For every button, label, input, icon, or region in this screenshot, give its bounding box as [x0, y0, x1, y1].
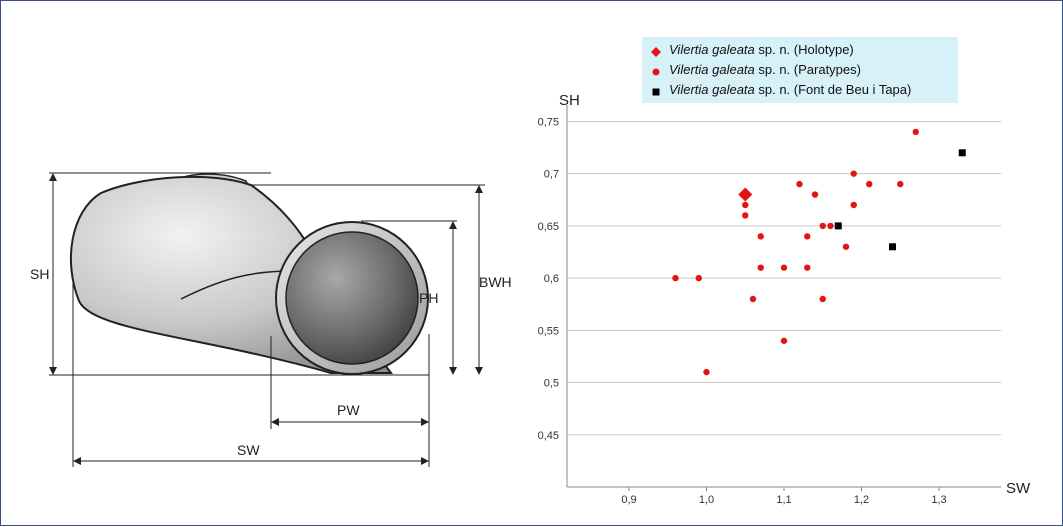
data-point-paratype [850, 170, 857, 177]
data-point-paratype [819, 295, 826, 303]
label-bwh: BWH [479, 274, 512, 290]
y-tick-label: 0,75 [538, 116, 559, 128]
x-tick-label: 1,0 [699, 494, 714, 506]
y-tick-label: 0,5 [544, 378, 559, 390]
y-tick-label: 0,55 [538, 325, 559, 337]
data-point-paratype [804, 233, 811, 240]
data-point-paratype [757, 264, 764, 271]
x-tick-label: 0,9 [621, 494, 636, 506]
x-tick-label: 1,2 [854, 494, 869, 506]
y-tick-label: 0,7 [544, 169, 559, 181]
grid-lines [567, 120, 1001, 436]
label-sw: SW [237, 442, 260, 458]
data-point-font-de-beu [834, 222, 842, 230]
circle-marker-icon [651, 65, 661, 76]
label-ph: PH [419, 290, 438, 306]
data-point-holotype [738, 187, 753, 202]
diamond-marker-icon [651, 45, 661, 57]
data-point-paratype [703, 368, 710, 376]
data-point-paratype [912, 128, 919, 136]
data-point-paratype [866, 180, 873, 188]
tick-labels: 0,45 0,5 0,55 0,6 0,65 0,7 0,75 0,9 1,0 1,1 1,2 1,3 [538, 116, 947, 506]
data-point-paratype [695, 274, 702, 282]
shell-diagram: SH BWH PH PW SW [30, 172, 512, 467]
y-tick-label: 0,45 [538, 430, 559, 442]
data-point-paratype [819, 222, 826, 230]
data-point-paratype [811, 191, 819, 198]
data-point-font-de-beu [958, 149, 966, 157]
data-point-paratype [804, 264, 811, 271]
data-point-paratype [827, 222, 834, 230]
axes [566, 105, 1001, 491]
x-tick-label: 1,1 [776, 494, 791, 506]
data-point-paratype [749, 295, 757, 303]
aperture [285, 231, 419, 365]
shell-suture [180, 270, 292, 300]
data-point-paratype [780, 264, 788, 271]
data-point-paratype [842, 243, 850, 250]
square-marker-icon [651, 85, 661, 96]
data-point-paratype [742, 201, 749, 209]
data-point-paratype [742, 212, 749, 219]
legend: Vilertia galeata sp. n. (Holotype) Viler… [642, 37, 958, 103]
data-point-paratype [796, 180, 803, 188]
data-point-paratype [757, 233, 764, 240]
data-points [672, 128, 966, 376]
data-point-paratype [897, 180, 904, 188]
x-tick-label: 1,3 [931, 494, 946, 506]
y-axis-label: SH [559, 92, 580, 109]
data-point-paratype [780, 337, 788, 344]
label-pw: PW [337, 402, 360, 418]
data-point-paratype [850, 201, 857, 209]
label-sh: SH [30, 266, 49, 282]
y-tick-label: 0,65 [538, 221, 559, 233]
y-tick-label: 0,6 [544, 273, 559, 285]
data-point-font-de-beu [889, 243, 896, 251]
x-axis-label: SW [1006, 480, 1031, 497]
data-point-paratype [672, 274, 679, 282]
